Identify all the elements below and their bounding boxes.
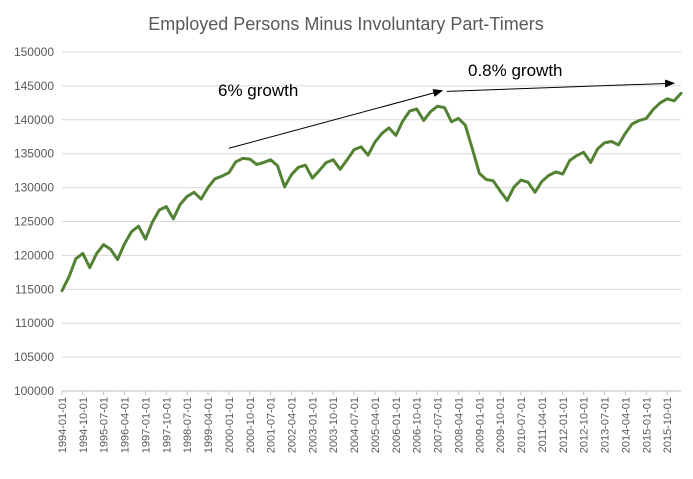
y-tick-label: 125000: [14, 215, 54, 229]
y-tick-label: 140000: [14, 113, 54, 127]
x-tick-label: 2003-10-01: [328, 397, 340, 453]
x-tick-label: 1994-10-01: [78, 397, 90, 453]
x-tick-label: 2004-07-01: [349, 397, 361, 453]
y-axis: 100000 105000 110000 115000 120000 125000 1300…: [14, 45, 54, 398]
x-tick-label: 2006-01-01: [391, 397, 403, 453]
x-tick-label: 1995-07-01: [99, 397, 111, 453]
x-tick-label: 2008-04-01: [453, 397, 465, 453]
annotations: 6% growth 0.8% growth: [218, 61, 676, 149]
annotation-label: 6% growth: [218, 81, 298, 100]
gridlines: [62, 51, 681, 392]
x-tick-label: 2009-01-01: [474, 397, 486, 453]
x-tick-label: 2007-07-01: [432, 397, 444, 453]
x-tick-label: 2003-01-01: [307, 397, 319, 453]
x-axis: 1994-01-01 1994-10-01 1995-07-01 1996-04-01…: [57, 390, 681, 453]
chart-title: Employed Persons Minus Involuntary Part-…: [148, 14, 543, 34]
x-tick-label: 2000-01-01: [224, 397, 236, 453]
annotation-arrow: [446, 79, 676, 92]
x-tick-label: 1997-01-01: [140, 397, 152, 453]
x-tick-label: 2001-07-01: [266, 397, 278, 453]
x-tick-label: 2002-04-01: [286, 397, 298, 453]
x-tick-label: 2015-10-01: [662, 397, 674, 453]
annotation-label: 0.8% growth: [468, 61, 563, 80]
y-tick-label: 100000: [14, 384, 54, 398]
x-tick-label: 2013-07-01: [599, 397, 611, 453]
y-tick-label: 115000: [15, 282, 54, 296]
series-line: [60, 91, 683, 293]
y-tick-label: 145000: [14, 79, 54, 93]
x-tick-label: 2009-10-01: [495, 397, 507, 453]
x-tick-label: 2005-04-01: [370, 397, 382, 453]
x-tick-label: 1996-04-01: [120, 397, 132, 453]
y-tick-label: 135000: [14, 147, 54, 161]
y-tick-label: 150000: [14, 45, 54, 59]
annotation-arrow: [228, 89, 444, 149]
x-tick-label: 2010-07-01: [516, 397, 528, 453]
y-tick-label: 105000: [14, 350, 54, 364]
series-group: [60, 91, 683, 293]
x-tick-label: 1994-01-01: [57, 397, 69, 453]
x-tick-label: 2015-01-01: [641, 397, 653, 453]
x-tick-label: 2014-04-01: [620, 397, 632, 453]
x-tick-label: 2012-01-01: [558, 397, 570, 453]
x-tick-label: 2011-04-01: [537, 397, 549, 452]
x-tick-label: 1998-07-01: [182, 397, 194, 453]
x-tick-label: 2006-10-01: [412, 397, 424, 453]
x-tick-label: 2012-10-01: [579, 397, 591, 453]
x-tick-label: 1999-04-01: [203, 397, 215, 453]
y-tick-label: 120000: [14, 248, 54, 262]
y-tick-label: 110000: [15, 316, 54, 330]
x-tick-label: 1997-10-01: [161, 397, 173, 453]
x-tick-label: 2000-10-01: [245, 397, 257, 453]
y-tick-label: 130000: [14, 181, 54, 195]
